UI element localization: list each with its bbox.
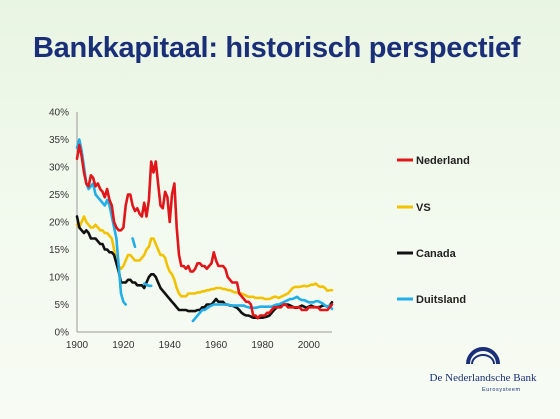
series-line-duitsland <box>75 138 127 306</box>
slide-title: Bankkapitaal: historisch perspectief <box>33 32 521 64</box>
x-tick-label: 1900 <box>66 340 89 351</box>
legend-label-canada: Canada <box>416 248 457 260</box>
x-axis-ticks: 1900 1920 1940 1960 1980 2000 <box>66 340 321 351</box>
y-tick-label: 40% <box>49 108 69 119</box>
dnb-logo: De Nederlandsche Bank Eurosysteem <box>428 347 538 412</box>
y-tick-label: 30% <box>49 163 69 174</box>
x-tick-label: 1960 <box>205 340 228 351</box>
dnb-logo-icon <box>466 347 500 365</box>
x-tick-label: 1980 <box>251 340 274 351</box>
series-line-duitsland <box>191 295 334 323</box>
x-tick-label: 1940 <box>159 340 182 351</box>
legend-label-nederland: Nederland <box>416 155 470 167</box>
y-tick-label: 20% <box>49 218 69 229</box>
y-tick-label: 25% <box>49 190 69 201</box>
y-tick-label: 10% <box>49 273 69 284</box>
x-tick-label: 1920 <box>112 340 135 351</box>
legend-label-duitsland: Duitsland <box>416 294 466 306</box>
y-axis-ticks: 0% 5% 10% 15% 20% 25% 30% 35% 40% <box>49 108 69 339</box>
logo-subtitle: Eurosysteem <box>482 387 521 393</box>
logo-name: De Nederlandsche Bank <box>429 372 537 384</box>
x-tick-label: 2000 <box>298 340 321 351</box>
series-lines <box>75 138 334 323</box>
series-line-nederland <box>75 143 334 320</box>
series-line-duitsland <box>142 282 153 288</box>
legend-label-vs: VS <box>416 202 431 214</box>
y-tick-label: 5% <box>55 300 70 311</box>
y-tick-label: 35% <box>49 135 69 146</box>
y-tick-label: 0% <box>55 328 70 339</box>
legend: Nederland VS Canada Duitsland <box>397 155 470 306</box>
series-line-duitsland <box>131 237 137 249</box>
y-tick-label: 15% <box>49 245 69 256</box>
